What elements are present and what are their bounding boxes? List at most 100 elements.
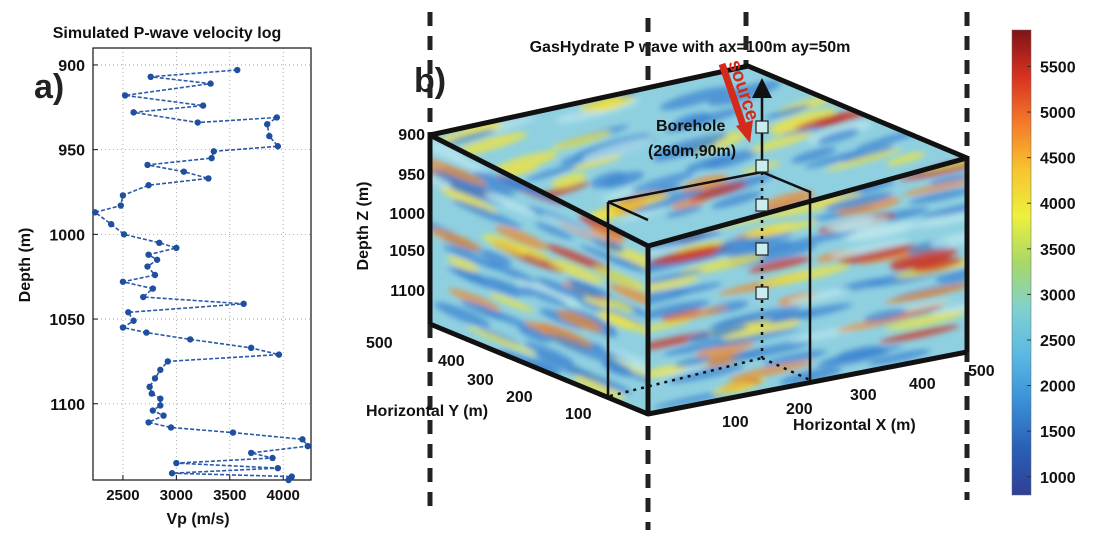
depth-z-label: Depth Z (m): [355, 182, 372, 271]
velocity-point: [207, 80, 214, 87]
colorbar-tick-label-7: 2000: [1040, 379, 1076, 396]
velocity-point: [143, 329, 150, 336]
velocity-point: [145, 251, 152, 258]
velocity-point: [168, 470, 176, 477]
velocity-point: [205, 175, 212, 182]
colorbar-tick-label-8: 1500: [1040, 424, 1076, 441]
y-tick-label-3: 1050: [49, 312, 85, 329]
y-tick-label-4: 1100: [50, 397, 85, 414]
velocity-point: [304, 442, 311, 450]
velocity-point: [148, 390, 155, 397]
velocity-point: [119, 192, 127, 199]
velocity-point: [119, 324, 127, 331]
velocity-point: [247, 449, 255, 457]
velocity-point: [167, 424, 175, 431]
velocity-point: [229, 429, 237, 436]
colorbar-ticks: 5500 5000 4500 4000 3500 3000 2500 2000 1500 1000: [1027, 59, 1076, 487]
receiver-2: [755, 198, 769, 212]
colorbar-tick-label-1: 5000: [1040, 105, 1076, 122]
z-tick-label-3: 1050: [389, 243, 425, 260]
y-tick-label-2: 1000: [49, 227, 85, 244]
horizontal-y-label: Horizontal Y (m): [366, 403, 488, 420]
y-axis-tick-label-2: 300: [467, 372, 494, 389]
velocity-point: [117, 202, 124, 209]
y-axis-tick-label-3: 200: [506, 389, 533, 406]
velocity-point: [145, 419, 152, 426]
panel-b-title: GasHydrate P wave with ax=100m ay=50m: [530, 39, 851, 56]
velocity-point: [234, 66, 241, 74]
panel-a-plot: 2500 3000 3500 4000 900 950 1000 1050 1100: [49, 47, 312, 504]
x-tick-label-3: 4000: [267, 487, 300, 504]
velocity-point: [147, 73, 154, 81]
x-tick-label-1: 3000: [160, 487, 193, 504]
receiver-0: [755, 120, 769, 134]
borehole-coords: (260m,90m): [648, 143, 736, 160]
velocity-point: [144, 263, 151, 270]
y-tick-label-1: 950: [58, 143, 85, 160]
z-tick-label-2: 1000: [389, 206, 425, 223]
x-tick-label-0: 2500: [106, 487, 139, 504]
velocity-point: [119, 278, 127, 285]
velocity-point: [125, 309, 132, 316]
velocity-point: [187, 336, 194, 343]
volume-outline: [427, 63, 970, 417]
colorbar-tick-label-3: 4000: [1040, 196, 1076, 213]
velocity-point: [130, 109, 137, 116]
z-tick-label-1: 950: [398, 167, 425, 184]
velocity-point: [240, 300, 247, 308]
velocity-point: [145, 182, 152, 189]
x-axis-tick-label-3: 400: [909, 376, 936, 393]
z-tick-label-0: 900: [398, 127, 425, 144]
velocity-point: [156, 239, 163, 247]
y-axis-tick-label-4: 100: [565, 406, 592, 423]
velocity-point: [275, 351, 283, 358]
velocity-series-line: [93, 69, 310, 481]
velocity-point: [199, 102, 207, 109]
velocity-point: [157, 402, 164, 409]
velocity-point: [91, 209, 99, 216]
x-axis-tick-label-0: 100: [722, 414, 749, 431]
panel-a-letter: a): [34, 68, 64, 106]
panel-a-title: Simulated P-wave velocity log: [53, 25, 282, 42]
velocity-point: [180, 168, 188, 175]
colorbar-tick-label-5: 3000: [1040, 287, 1076, 304]
colorbar-tick-label-4: 3500: [1040, 242, 1076, 259]
panel-a-xlabel: Vp (m/s): [166, 511, 229, 528]
colorbar-tick-label-9: 1000: [1040, 470, 1076, 487]
source-arrow: [718, 62, 753, 143]
velocity-point: [149, 407, 157, 414]
x-axis-tick-label-4: 500: [968, 363, 995, 380]
velocity-point: [285, 476, 292, 484]
velocity-point: [208, 154, 215, 162]
velocity-point: [247, 344, 255, 352]
velocity-point: [164, 358, 172, 365]
panel-a-ylabel: Depth (m): [17, 228, 34, 303]
colorbar-tick-label-6: 2500: [1040, 333, 1076, 350]
receivers: [755, 120, 769, 300]
velocity-point: [299, 436, 306, 443]
borehole-label: Borehole: [656, 118, 725, 135]
velocity-point: [157, 366, 164, 374]
velocity-point: [146, 383, 153, 391]
velocity-point: [266, 132, 273, 140]
horizontal-x-label: Horizontal X (m): [793, 417, 916, 434]
inner-dotted-lines: [609, 172, 811, 398]
velocity-point: [274, 464, 282, 472]
colorbar-tick-label-2: 4500: [1040, 151, 1076, 168]
z-tick-label-4: 1100: [390, 283, 425, 300]
velocity-point: [274, 143, 282, 150]
velocity-point: [140, 293, 147, 301]
velocity-point: [120, 231, 128, 238]
velocity-point: [160, 412, 167, 419]
velocity-point: [151, 375, 159, 382]
y-axis-tick-label-0: 500: [366, 335, 393, 352]
velocity-point: [173, 244, 180, 252]
velocity-point: [130, 317, 137, 324]
velocity-point: [273, 114, 281, 121]
colorbar: [1011, 29, 1032, 496]
velocity-point: [194, 119, 201, 126]
receiver-3: [755, 242, 769, 256]
velocity-point: [157, 395, 164, 402]
